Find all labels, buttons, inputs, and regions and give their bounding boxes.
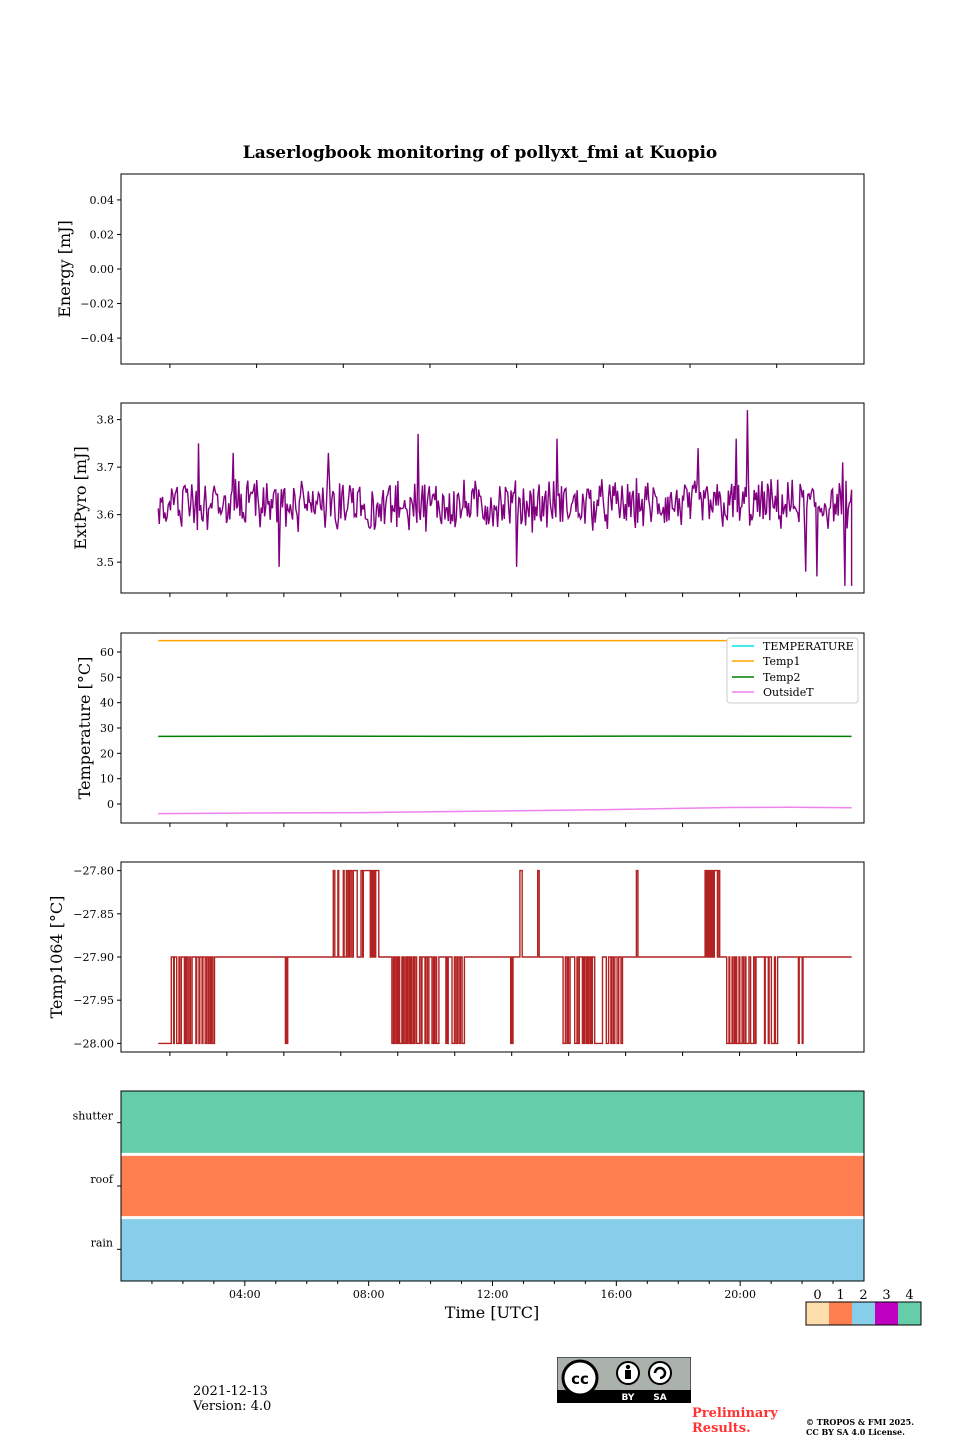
temperature-panel: 60 50 40 30 20 10 0 Temperature [°C] TEMPERATU… xyxy=(75,632,865,827)
colorbar-swatch-3 xyxy=(875,1302,898,1325)
temperature-y-label: Temperature [°C] xyxy=(75,657,94,800)
y-tick-label: 3.8 xyxy=(97,414,115,427)
y-tick-label: 30 xyxy=(100,722,114,735)
line-outsidet xyxy=(158,806,852,815)
status-row-shutter xyxy=(121,1091,864,1155)
colorbar-swatch-1 xyxy=(829,1302,852,1325)
cc-logo-glyph: cc xyxy=(571,1370,589,1388)
colorbar-swatch-2 xyxy=(852,1302,875,1325)
y-tick-label: −28.00 xyxy=(73,1037,114,1050)
extpyro-y-ticks: 3.8 3.7 3.6 3.5 xyxy=(97,414,121,569)
legend-label-temp1: Temp1 xyxy=(763,655,800,668)
energy-x-ticks xyxy=(169,364,778,368)
temperature-x-ticks xyxy=(169,823,798,827)
y-tick-label: 60 xyxy=(100,646,114,659)
energy-y-ticks: 0.04 0.02 0.00 −0.02 −0.04 xyxy=(80,194,121,345)
license-by-label: BY xyxy=(622,1393,635,1403)
y-tick-label: −27.85 xyxy=(73,908,114,921)
y-tick-label: −27.80 xyxy=(73,865,114,878)
energy-plot-area xyxy=(120,173,865,365)
cc-logo-icon xyxy=(561,1359,599,1397)
legend-label-temperature: TEMPERATURE xyxy=(763,640,854,653)
status-rows xyxy=(121,1091,864,1281)
x-tick-label: 04:00 xyxy=(229,1288,261,1301)
status-x-ticks: 04:00 08:00 12:00 16:00 20:00 xyxy=(151,1281,834,1301)
footer-date-version: 2021-12-13 Version: 4.0 xyxy=(193,1384,271,1414)
colorbar-label-0: 0 xyxy=(813,1288,821,1303)
colorbar-swatch-4 xyxy=(898,1302,921,1325)
temp1064-y-ticks: −27.80 −27.85 −27.90 −27.95 −28.00 xyxy=(73,865,121,1050)
y-tick-label: 0.04 xyxy=(90,194,115,207)
figure-title: Laserlogbook monitoring of pollyxt_fmi a… xyxy=(243,143,718,163)
copyright-note: © TROPOS & FMI 2025. CC BY SA 4.0 Licens… xyxy=(806,1417,914,1437)
temp1064-line xyxy=(158,869,852,1045)
legend-label-temp2: Temp2 xyxy=(763,671,800,684)
colorbar-label-1: 1 xyxy=(836,1288,844,1303)
y-tick-label: 0.02 xyxy=(90,228,115,241)
y-tick-label: −0.04 xyxy=(80,332,114,345)
extpyro-panel: 3.8 3.7 3.6 3.5 ExtPyro [mJ] xyxy=(71,402,865,597)
extpyro-plot-area xyxy=(120,402,865,594)
energy-y-label: Energy [mJ] xyxy=(55,220,74,318)
cc-license-badge: cc BY SA xyxy=(556,1356,692,1404)
y-tick-label: 10 xyxy=(100,773,114,786)
license-sa-label: SA xyxy=(653,1393,666,1403)
copyright-line-2: CC BY SA 4.0 License. xyxy=(806,1427,905,1437)
colorbar-label-2: 2 xyxy=(859,1288,867,1303)
y-tick-label: 20 xyxy=(100,747,114,760)
extpyro-y-label: ExtPyro [mJ] xyxy=(71,446,90,549)
y-tick-label: 40 xyxy=(100,697,114,710)
status-panel: shutter roof rain 04:00 08:00 12:00 16:00 20:0… xyxy=(73,1090,865,1322)
preliminary-line-2: Results. xyxy=(692,1421,751,1436)
y-tick-label: 3.5 xyxy=(97,556,115,569)
temp1064-series-group xyxy=(158,869,852,1045)
temp1064-x-ticks xyxy=(169,1052,798,1056)
y-tick-label: 0 xyxy=(107,798,114,811)
temperature-y-ticks: 60 50 40 30 20 10 0 xyxy=(100,646,121,811)
y-tick-label: 3.6 xyxy=(97,509,115,522)
extpyro-line xyxy=(157,410,853,586)
extpyro-series-group xyxy=(157,410,853,586)
legend-box xyxy=(726,637,859,704)
x-tick-label: 12:00 xyxy=(477,1288,509,1301)
status-row-roof xyxy=(121,1154,864,1218)
preliminary-note: Preliminary Results. xyxy=(692,1406,778,1436)
y-tick-label: −0.02 xyxy=(80,298,114,311)
footer-date: 2021-12-13 xyxy=(193,1384,268,1399)
colorbar-frame xyxy=(805,1301,922,1326)
status-row-label-shutter: shutter xyxy=(73,1110,114,1123)
y-tick-label: −27.95 xyxy=(73,994,114,1007)
energy-panel: 0.04 0.02 0.00 −0.02 −0.04 Energy [mJ] xyxy=(55,173,865,368)
share-alike-icon xyxy=(648,1361,672,1385)
temperature-legend: TEMPERATURE Temp1 Temp2 OutsideT xyxy=(726,637,859,704)
y-tick-label: 0.00 xyxy=(90,263,115,276)
colorbar-swatch-0 xyxy=(806,1302,829,1325)
extpyro-x-ticks xyxy=(169,593,798,597)
status-row-label-rain: rain xyxy=(91,1236,113,1249)
x-tick-label: 08:00 xyxy=(353,1288,385,1301)
copyright-line-1: © TROPOS & FMI 2025. xyxy=(806,1417,915,1427)
status-row-rain xyxy=(121,1217,864,1281)
colorbar-label-4: 4 xyxy=(905,1288,913,1303)
temp1064-y-label: Temp1064 [°C] xyxy=(47,896,66,1019)
footer-version: Version: 4.0 xyxy=(193,1399,272,1414)
temp1064-panel: −27.80 −27.85 −27.90 −27.95 −28.00 Temp1064 … xyxy=(47,861,865,1056)
x-tick-label: 16:00 xyxy=(600,1288,632,1301)
x-tick-label: 20:00 xyxy=(724,1288,756,1301)
colorbar-label-3: 3 xyxy=(882,1288,890,1303)
x-axis-label: Time [UTC] xyxy=(445,1303,539,1322)
legend-label-outsidet: OutsideT xyxy=(763,686,814,699)
status-row-labels: shutter roof rain xyxy=(73,1110,121,1250)
status-row-label-roof: roof xyxy=(90,1173,114,1186)
preliminary-line-1: Preliminary xyxy=(692,1406,778,1421)
y-tick-label: 3.7 xyxy=(97,461,115,474)
y-tick-label: 50 xyxy=(100,671,114,684)
y-tick-label: −27.90 xyxy=(73,951,114,964)
